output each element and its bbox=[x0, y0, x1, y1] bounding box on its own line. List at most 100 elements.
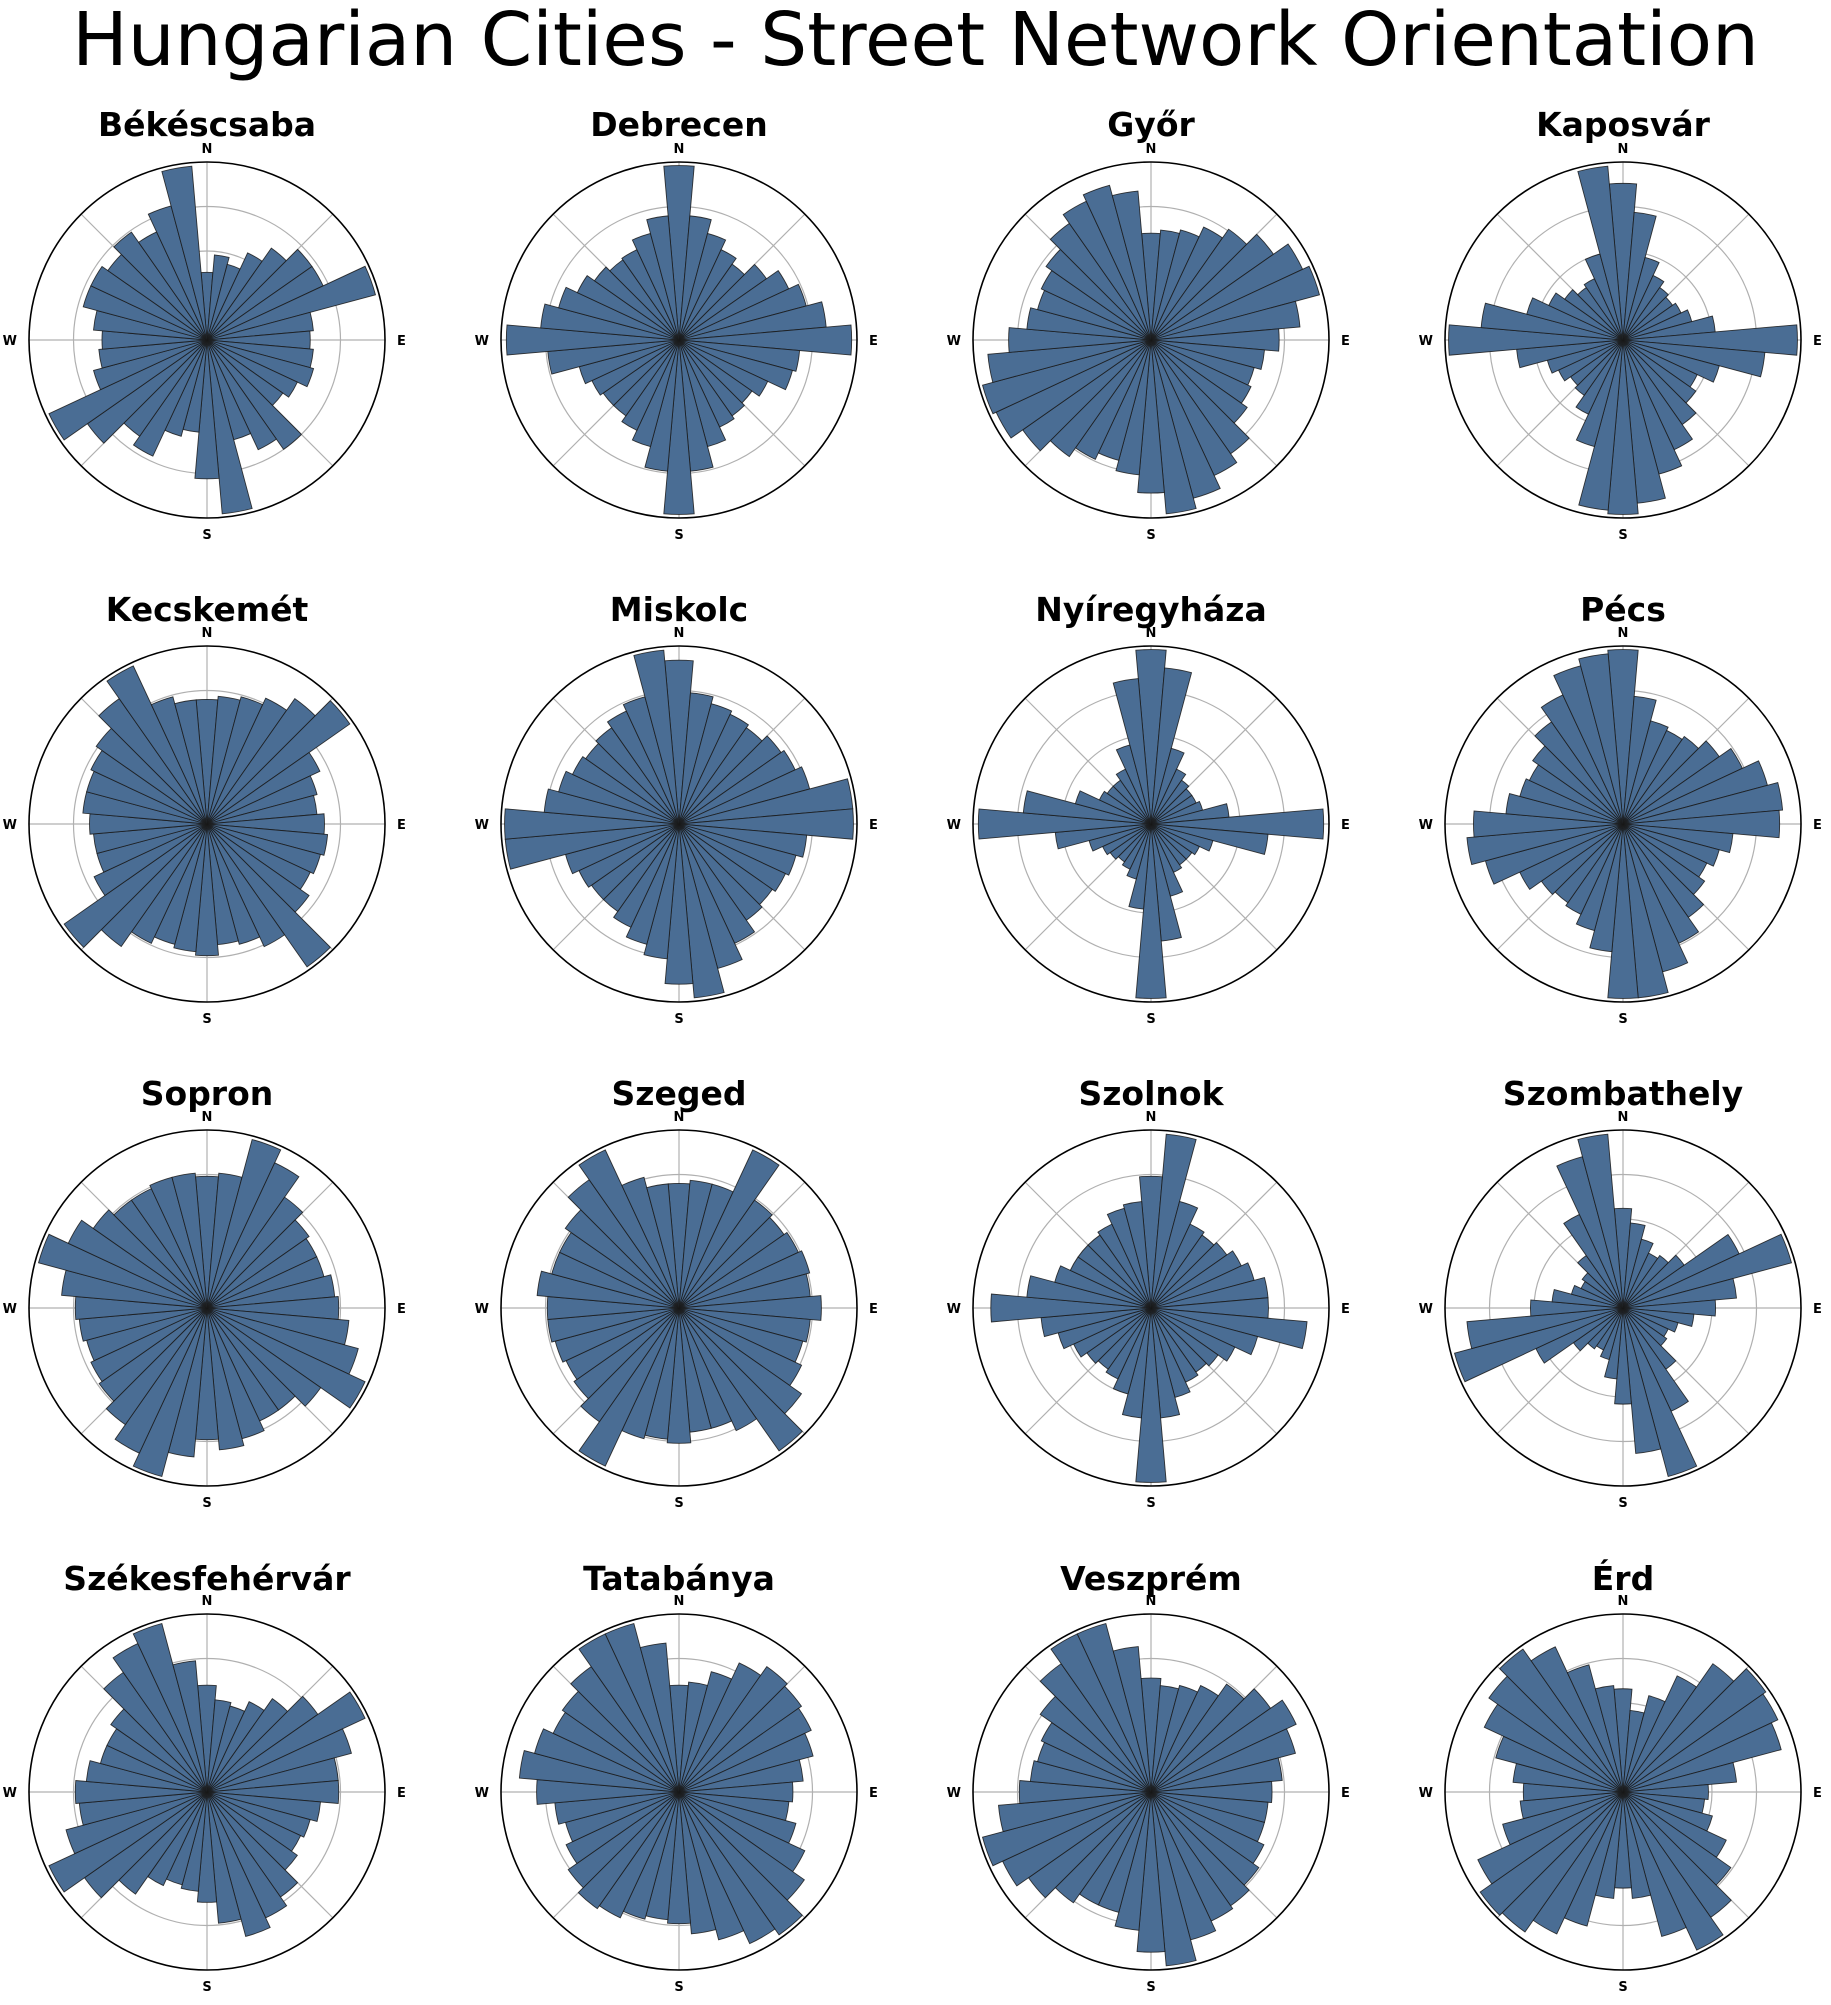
direction-label: N bbox=[1146, 626, 1157, 641]
polar-frame bbox=[1444, 645, 1802, 1003]
orientation-bar bbox=[1614, 1307, 1632, 1405]
orientation-bar bbox=[206, 1691, 366, 1793]
orientation-bar bbox=[678, 339, 769, 397]
orientation-bar bbox=[1150, 808, 1325, 840]
orientation-bar bbox=[663, 339, 695, 515]
orientation-bar bbox=[565, 1791, 680, 1865]
orientation-bar bbox=[1112, 678, 1152, 825]
orientation-bar bbox=[206, 339, 298, 398]
orientation-bar bbox=[206, 823, 322, 875]
orientation-bar bbox=[977, 808, 1152, 840]
chart-title: Kaposvár bbox=[1536, 105, 1710, 144]
orientation-bar bbox=[195, 823, 219, 957]
orientation-bar bbox=[666, 1307, 692, 1444]
orientation-bar bbox=[678, 1149, 780, 1309]
polar-frame bbox=[972, 161, 1330, 519]
orientation-bar bbox=[1008, 327, 1152, 353]
chart-title: Szeged bbox=[611, 1074, 747, 1113]
orientation-bar bbox=[1122, 1201, 1152, 1309]
direction-label: N bbox=[202, 1594, 213, 1609]
orientation-bar bbox=[1574, 339, 1624, 397]
polar-frame bbox=[1444, 1613, 1802, 1971]
orientation-bar bbox=[206, 1791, 242, 1924]
orientation-bar bbox=[1150, 779, 1190, 825]
orientation-bar bbox=[578, 1307, 680, 1467]
direction-label: S bbox=[674, 1012, 683, 1027]
orientation-bar bbox=[678, 808, 854, 840]
orientation-bar bbox=[74, 1780, 208, 1804]
orientation-bar bbox=[1594, 1685, 1624, 1793]
orientation-bar bbox=[678, 1307, 758, 1432]
direction-label: N bbox=[1146, 1110, 1157, 1125]
direction-label: S bbox=[202, 1980, 211, 1995]
orientation-bar bbox=[990, 1293, 1152, 1323]
orientation-bar bbox=[987, 339, 1152, 383]
orientation-bar bbox=[667, 1791, 691, 1925]
polar-frame bbox=[1444, 161, 1802, 519]
orientation-bar bbox=[1473, 810, 1624, 838]
orientation-bar bbox=[65, 1791, 208, 1855]
orientation-bar bbox=[1566, 1664, 1624, 1793]
orientation-bar bbox=[1112, 1646, 1152, 1793]
orientation-bar bbox=[678, 1307, 803, 1452]
polar-frame bbox=[28, 645, 386, 1003]
orientation-bar bbox=[93, 823, 208, 897]
direction-label: E bbox=[1813, 334, 1822, 349]
orientation-bar bbox=[206, 823, 261, 945]
orientation-bar bbox=[1136, 1791, 1166, 1953]
orientation-bar bbox=[1578, 653, 1624, 825]
direction-label: S bbox=[1146, 1496, 1155, 1511]
orientation-bar bbox=[631, 339, 680, 448]
direction-label: N bbox=[1146, 142, 1157, 157]
orientation-bar bbox=[1622, 1784, 1709, 1800]
direction-label: N bbox=[1618, 626, 1629, 641]
orientation-bar bbox=[621, 1176, 680, 1309]
orientation-bar bbox=[981, 1791, 1152, 1867]
orientation-bar bbox=[576, 275, 680, 341]
orientation-bar bbox=[558, 286, 680, 341]
direction-label: S bbox=[202, 1012, 211, 1027]
orientation-bar bbox=[646, 215, 680, 341]
orientation-bar bbox=[1622, 1277, 1737, 1309]
direction-label: E bbox=[397, 818, 406, 833]
orientation-bar bbox=[621, 339, 680, 431]
chart-title: Szombathely bbox=[1502, 1074, 1744, 1113]
orientation-bar bbox=[114, 1307, 208, 1454]
orientation-bar bbox=[678, 1791, 717, 1935]
polar-chart: N E S W bbox=[475, 626, 878, 1027]
orientation-bar bbox=[206, 1791, 271, 1937]
main-title: Hungarian Cities - Street Network Orient… bbox=[72, 0, 1759, 83]
polar-frame bbox=[500, 161, 858, 519]
direction-label: E bbox=[397, 334, 406, 349]
orientation-bar bbox=[206, 265, 377, 341]
direction-label: N bbox=[1618, 1594, 1629, 1609]
polar-frame bbox=[972, 1613, 1330, 1971]
orientation-bar bbox=[1529, 1299, 1624, 1317]
orientation-bar bbox=[172, 1660, 208, 1793]
orientation-bar bbox=[113, 231, 208, 341]
orientation-bar bbox=[663, 165, 695, 341]
orientation-bar bbox=[1565, 823, 1624, 915]
orientation-bar bbox=[1150, 328, 1280, 352]
orientation-bar bbox=[1548, 292, 1624, 341]
orientation-bar bbox=[1150, 1757, 1283, 1793]
orientation-bar bbox=[1150, 1791, 1197, 1967]
orientation-bar bbox=[174, 699, 208, 825]
direction-label: W bbox=[1419, 334, 1433, 349]
orientation-bar bbox=[578, 1149, 680, 1309]
polar-frame bbox=[500, 1613, 858, 1971]
orientation-bar bbox=[1150, 1728, 1296, 1793]
orientation-bar bbox=[1150, 300, 1301, 341]
orientation-bar bbox=[90, 1307, 208, 1383]
orientation-bar bbox=[206, 311, 314, 341]
chart-title: Kecskemét bbox=[105, 590, 309, 629]
direction-label: W bbox=[947, 1302, 961, 1317]
orientation-bar bbox=[558, 770, 680, 825]
orientation-bar bbox=[1111, 190, 1152, 341]
polar-chart: N E S W bbox=[947, 626, 1350, 1027]
direction-label: E bbox=[1341, 1302, 1350, 1317]
orientation-bar bbox=[1519, 778, 1624, 825]
chart-title: Nyíregyháza bbox=[1035, 590, 1267, 629]
orientation-bar bbox=[206, 339, 253, 515]
orientation-bar bbox=[1150, 823, 1200, 856]
